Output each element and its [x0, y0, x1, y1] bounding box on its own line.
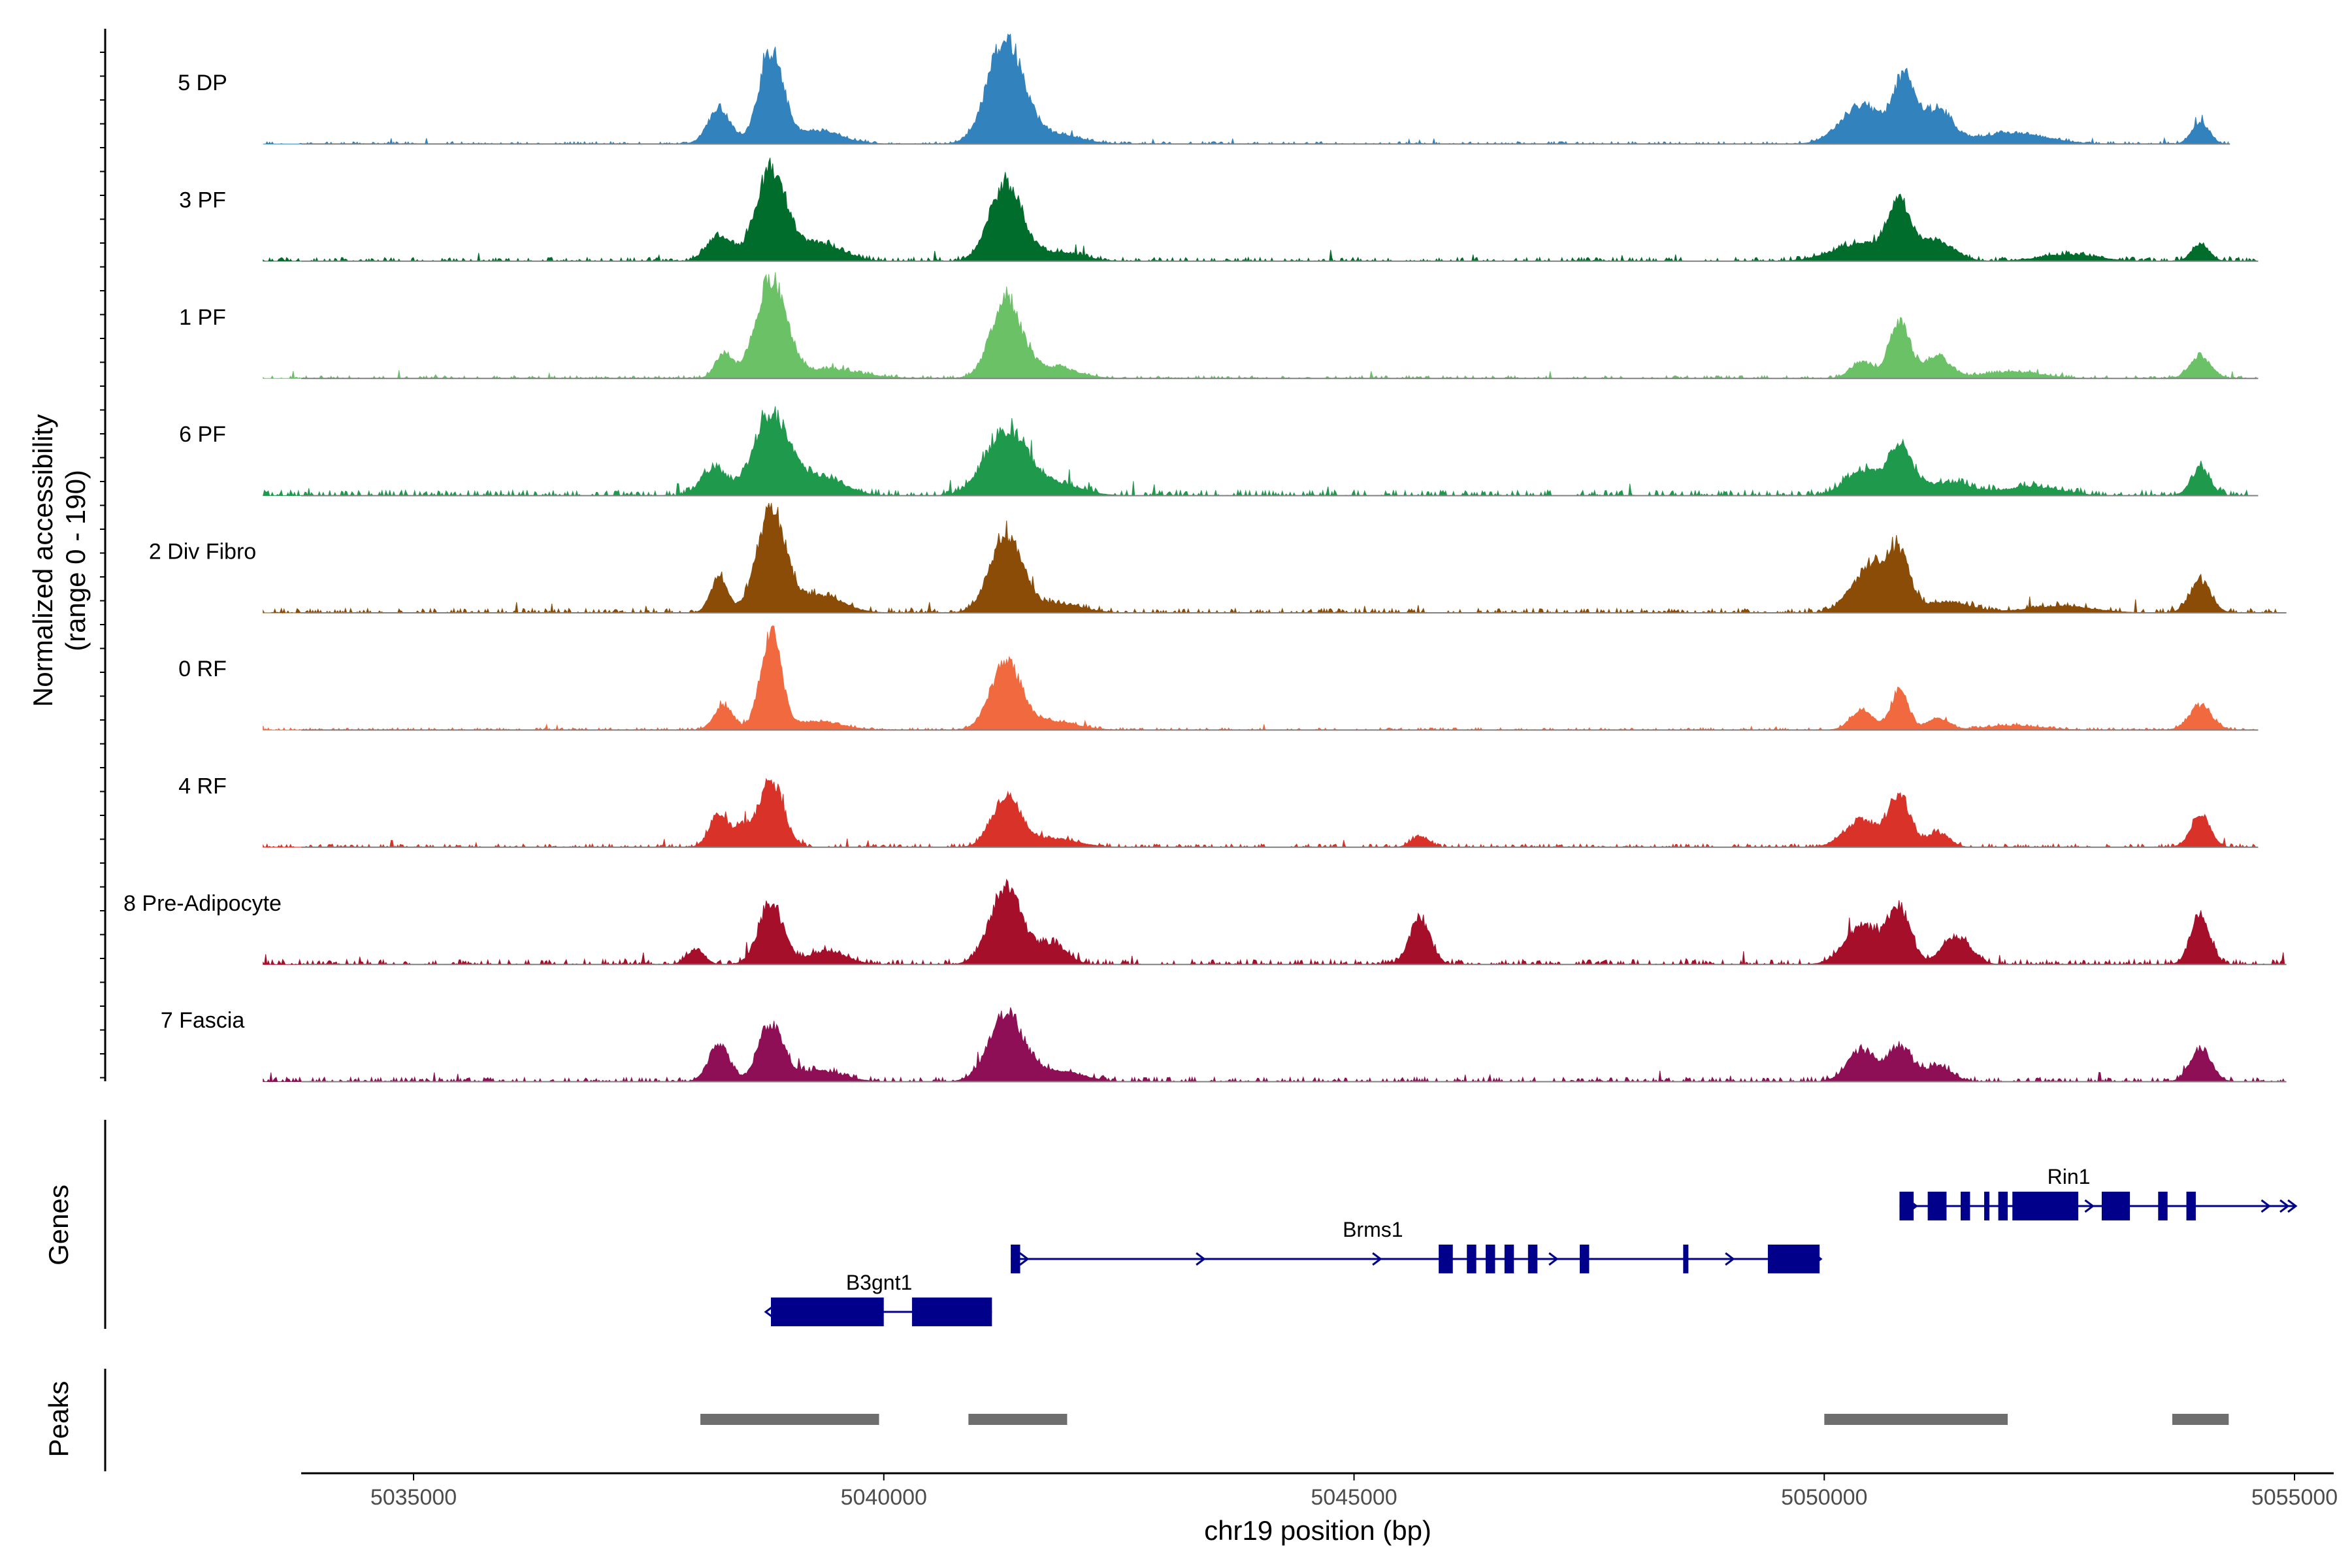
track-9: 7 Fascia — [161, 1007, 2287, 1083]
track-2: 3 PF — [179, 157, 2259, 263]
peak-region — [1824, 1414, 2008, 1425]
track-label: 7 Fascia — [161, 1008, 245, 1033]
strand-chevron — [1725, 1252, 1735, 1266]
track-label: 4 RF — [178, 774, 227, 798]
gene-label: Brms1 — [1343, 1218, 1403, 1241]
track-label: 8 Pre-Adipocyte — [123, 891, 282, 916]
track-label: 6 PF — [179, 422, 226, 447]
track-4: 6 PF — [179, 406, 2259, 497]
gene-exon — [1527, 1245, 1538, 1273]
y-axis-range: (range 0 - 190) — [60, 470, 91, 651]
gene-exon — [1998, 1192, 2008, 1220]
gene-exon — [1011, 1245, 1021, 1273]
track-3: 1 PF — [179, 272, 2259, 380]
x-tick-label: 5040000 — [841, 1485, 927, 1510]
gene-label: B3gnt1 — [846, 1271, 912, 1294]
track-label: 5 DP — [178, 71, 227, 95]
peak-regions — [700, 1414, 2229, 1425]
strand-chevron — [1196, 1252, 1206, 1266]
gene-B3gnt1: B3gnt1 — [764, 1271, 992, 1326]
x-tick-label: 5055000 — [2251, 1485, 2338, 1510]
peak-region — [2172, 1414, 2229, 1425]
strand-chevron — [2084, 1199, 2095, 1213]
strand-chevron — [2279, 1199, 2290, 1213]
gene-exon — [911, 1298, 992, 1326]
gene-exon — [2186, 1192, 2196, 1220]
gene-exon — [1899, 1192, 1914, 1220]
x-tick-label: 5035000 — [370, 1485, 457, 1510]
accessibility-tracks: 5 DP 3 PF 1 PF 6 PF 2 Div Fibro 0 RF 4 RF 8 Pre… — [123, 33, 2287, 1083]
gene-exon — [1504, 1245, 1514, 1273]
track-label: 3 PF — [179, 188, 226, 212]
gene-exon — [2158, 1192, 2168, 1220]
x-axis-ticks: 5035000 5040000 5045000 5050000 5055000 — [370, 1473, 2338, 1510]
y-axis-title: Normalized accessibility — [27, 414, 58, 707]
gene-exon — [1767, 1245, 1820, 1273]
gene-Brms1: Brms1 — [1011, 1218, 1823, 1273]
gene-exon — [2012, 1192, 2078, 1220]
gene-exon — [1439, 1245, 1453, 1273]
strand-chevron — [1372, 1252, 1382, 1266]
track-label: 0 RF — [178, 657, 227, 681]
track-label: 2 Div Fibro — [149, 540, 256, 564]
gene-exon — [2101, 1192, 2131, 1220]
strand-chevron — [2261, 1199, 2271, 1213]
track-1: 5 DP — [178, 33, 2230, 145]
track-7: 4 RF — [178, 774, 2259, 849]
gene-exon — [771, 1298, 884, 1326]
track-5: 2 Div Fibro — [149, 502, 2287, 614]
gene-exon — [1927, 1192, 1947, 1220]
gene-exon — [1580, 1245, 1590, 1273]
gene-exon — [1683, 1245, 1689, 1273]
genes-label: Genes — [43, 1184, 74, 1266]
gene-annotations: B3gnt1 Brms1 Rin1 — [764, 1165, 2298, 1326]
track-8: 8 Pre-Adipocyte — [123, 878, 2287, 966]
peak-region — [968, 1414, 1068, 1425]
gene-exon — [1984, 1192, 1989, 1220]
strand-chevron — [2287, 1199, 2298, 1213]
track-6: 0 RF — [178, 625, 2259, 731]
gene-exon — [1467, 1245, 1477, 1273]
gene-label: Rin1 — [2048, 1165, 2091, 1188]
gene-exon — [1486, 1245, 1495, 1273]
gene-Rin1: Rin1 — [1899, 1165, 2298, 1220]
x-tick-label: 5045000 — [1311, 1485, 1397, 1510]
strand-chevron — [1548, 1252, 1559, 1266]
peak-region — [700, 1414, 879, 1425]
x-axis-title: chr19 position (bp) — [1204, 1515, 1431, 1546]
peaks-label: Peaks — [43, 1381, 74, 1458]
x-tick-label: 5050000 — [1781, 1485, 1867, 1510]
gene-exon — [1961, 1192, 1970, 1220]
track-label: 1 PF — [179, 305, 226, 330]
strand-chevron — [1019, 1252, 1030, 1266]
tracks-y-ticks — [100, 52, 105, 1079]
